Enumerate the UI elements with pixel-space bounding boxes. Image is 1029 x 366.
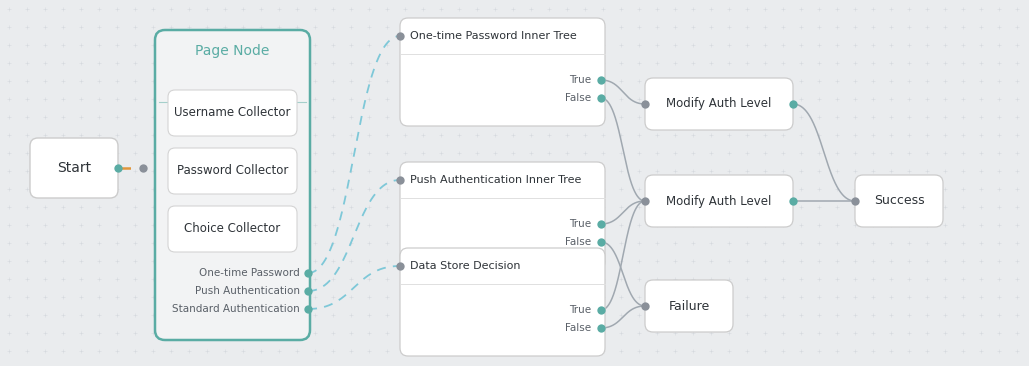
FancyBboxPatch shape <box>645 78 793 130</box>
FancyBboxPatch shape <box>168 90 297 136</box>
Text: Modify Auth Level: Modify Auth Level <box>667 97 772 111</box>
FancyBboxPatch shape <box>155 30 310 340</box>
Text: Push Authentication: Push Authentication <box>196 286 300 296</box>
Text: Start: Start <box>57 161 91 175</box>
Text: One-time Password: One-time Password <box>200 268 300 278</box>
FancyBboxPatch shape <box>855 175 943 227</box>
Text: True: True <box>569 75 591 85</box>
Text: True: True <box>569 219 591 229</box>
Text: Success: Success <box>874 194 924 208</box>
Text: Push Authentication Inner Tree: Push Authentication Inner Tree <box>410 175 581 185</box>
FancyBboxPatch shape <box>400 18 605 126</box>
Text: Page Node: Page Node <box>196 44 270 58</box>
FancyBboxPatch shape <box>400 162 605 270</box>
Text: Modify Auth Level: Modify Auth Level <box>667 194 772 208</box>
FancyBboxPatch shape <box>168 206 297 252</box>
Text: False: False <box>565 237 591 247</box>
Text: Failure: Failure <box>669 299 710 313</box>
Text: False: False <box>565 93 591 103</box>
Text: Standard Authentication: Standard Authentication <box>172 304 300 314</box>
FancyBboxPatch shape <box>400 248 605 356</box>
Text: True: True <box>569 305 591 315</box>
FancyBboxPatch shape <box>168 148 297 194</box>
Text: Username Collector: Username Collector <box>174 107 291 120</box>
Text: Password Collector: Password Collector <box>177 164 288 178</box>
FancyBboxPatch shape <box>645 280 733 332</box>
FancyBboxPatch shape <box>30 138 118 198</box>
Text: False: False <box>565 323 591 333</box>
Text: Data Store Decision: Data Store Decision <box>410 261 521 271</box>
Text: Choice Collector: Choice Collector <box>184 223 281 235</box>
FancyBboxPatch shape <box>645 175 793 227</box>
Text: One-time Password Inner Tree: One-time Password Inner Tree <box>410 31 576 41</box>
